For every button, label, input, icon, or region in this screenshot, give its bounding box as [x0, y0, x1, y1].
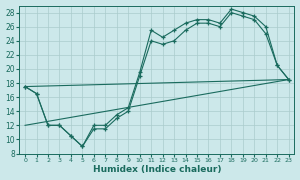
X-axis label: Humidex (Indice chaleur): Humidex (Indice chaleur): [93, 165, 221, 174]
